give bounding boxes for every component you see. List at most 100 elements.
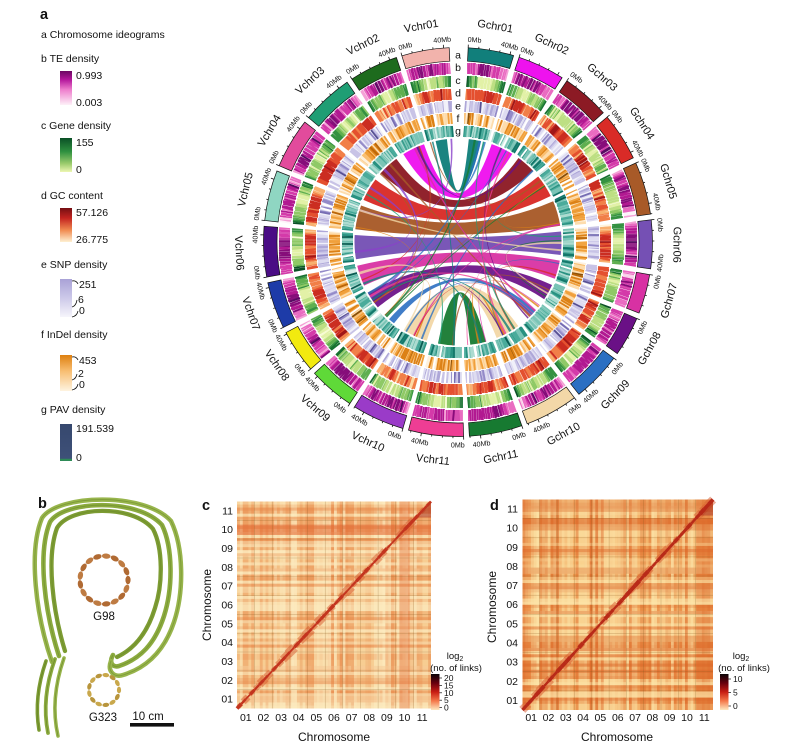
svg-text:11: 11 <box>222 505 233 517</box>
svg-text:log2: log2 <box>447 651 464 663</box>
svg-text:03: 03 <box>560 712 572 724</box>
svg-text:05: 05 <box>221 618 233 630</box>
svg-text:08: 08 <box>647 712 659 724</box>
svg-text:06: 06 <box>328 712 340 724</box>
svg-text:d GC content: d GC content <box>41 190 103 202</box>
svg-text:02: 02 <box>506 676 518 688</box>
svg-text:20: 20 <box>444 673 454 683</box>
svg-text:Chromosome: Chromosome <box>200 569 214 641</box>
svg-text:01: 01 <box>240 712 252 724</box>
svg-text:40Mb: 40Mb <box>472 439 491 449</box>
svg-text:10: 10 <box>221 524 233 536</box>
svg-text:0Mb: 0Mb <box>398 41 413 52</box>
svg-text:40Mb: 40Mb <box>410 436 429 447</box>
svg-text:06: 06 <box>221 600 233 612</box>
svg-text:08: 08 <box>506 561 518 573</box>
svg-text:01: 01 <box>221 694 233 706</box>
svg-text:04: 04 <box>506 638 518 650</box>
svg-text:06: 06 <box>612 712 624 724</box>
svg-text:0Mb: 0Mb <box>511 430 527 442</box>
svg-text:10: 10 <box>506 523 518 535</box>
svg-text:Chromosome: Chromosome <box>485 571 499 643</box>
svg-text:453: 453 <box>79 355 97 367</box>
svg-text:a: a <box>455 50 461 62</box>
svg-text:02: 02 <box>221 675 233 687</box>
svg-text:04: 04 <box>293 712 305 724</box>
svg-text:c: c <box>455 75 460 87</box>
svg-text:5: 5 <box>733 688 738 698</box>
svg-text:d: d <box>490 498 499 514</box>
svg-text:07: 07 <box>221 581 233 593</box>
svg-text:0Mb: 0Mb <box>253 206 263 221</box>
svg-text:11: 11 <box>507 504 518 516</box>
svg-text:Vchr06: Vchr06 <box>232 235 246 270</box>
svg-text:40Mb: 40Mb <box>656 254 666 273</box>
svg-text:09: 09 <box>506 542 518 554</box>
svg-text:40Mb: 40Mb <box>433 36 451 45</box>
svg-text:09: 09 <box>381 712 393 724</box>
svg-text:07: 07 <box>506 580 518 592</box>
svg-text:0: 0 <box>76 452 82 464</box>
svg-text:0: 0 <box>733 701 738 711</box>
svg-text:0: 0 <box>79 305 85 317</box>
svg-text:0: 0 <box>76 164 82 176</box>
svg-text:10: 10 <box>733 674 743 684</box>
svg-text:g PAV density: g PAV density <box>41 404 106 416</box>
svg-text:0Mb: 0Mb <box>252 265 262 280</box>
svg-text:191.539: 191.539 <box>76 423 114 435</box>
svg-text:03: 03 <box>506 657 518 669</box>
svg-text:g: g <box>455 126 461 138</box>
svg-text:57.126: 57.126 <box>76 207 108 219</box>
svg-text:Vchr01: Vchr01 <box>403 18 439 36</box>
svg-text:04: 04 <box>221 637 233 649</box>
svg-text:Chromosome: Chromosome <box>298 730 370 744</box>
svg-text:40Mb: 40Mb <box>251 226 260 244</box>
svg-text:01: 01 <box>506 695 518 707</box>
svg-text:0: 0 <box>444 703 449 713</box>
svg-text:b: b <box>38 496 47 512</box>
svg-text:15: 15 <box>444 680 454 690</box>
svg-text:08: 08 <box>363 712 375 724</box>
svg-text:10 cm: 10 cm <box>132 711 163 723</box>
svg-text:10: 10 <box>444 688 454 698</box>
svg-text:03: 03 <box>221 656 233 668</box>
svg-text:b: b <box>455 62 461 74</box>
svg-text:04: 04 <box>577 712 589 724</box>
svg-text:0Mb: 0Mb <box>655 218 664 232</box>
svg-text:40Mb: 40Mb <box>651 192 662 211</box>
svg-text:b TE density: b TE density <box>41 53 100 65</box>
svg-text:155: 155 <box>76 137 94 149</box>
svg-text:09: 09 <box>664 712 676 724</box>
svg-text:09: 09 <box>221 543 233 555</box>
svg-text:6: 6 <box>78 294 84 306</box>
svg-text:(no. of links): (no. of links) <box>718 663 770 674</box>
svg-text:02: 02 <box>543 712 555 724</box>
svg-text:251: 251 <box>79 279 97 291</box>
svg-text:5: 5 <box>444 695 449 705</box>
svg-text:0Mb: 0Mb <box>467 36 481 45</box>
svg-text:log2: log2 <box>733 651 750 663</box>
svg-text:11: 11 <box>417 712 428 724</box>
svg-text:01: 01 <box>525 712 537 724</box>
svg-text:G98: G98 <box>93 611 115 623</box>
svg-text:Chromosome: Chromosome <box>581 730 653 744</box>
svg-text:d: d <box>455 88 461 100</box>
svg-text:0Mb: 0Mb <box>652 275 663 290</box>
svg-text:05: 05 <box>595 712 607 724</box>
svg-text:a: a <box>40 7 49 23</box>
svg-text:10: 10 <box>681 712 693 724</box>
svg-text:0.003: 0.003 <box>76 97 102 109</box>
svg-text:e SNP density: e SNP density <box>41 259 108 271</box>
svg-text:0Mb: 0Mb <box>451 442 465 450</box>
svg-text:07: 07 <box>629 712 641 724</box>
svg-text:26.775: 26.775 <box>76 234 108 246</box>
svg-text:06: 06 <box>506 599 518 611</box>
svg-text:Vchr11: Vchr11 <box>415 452 450 468</box>
svg-text:G323: G323 <box>89 712 117 724</box>
svg-text:e: e <box>455 100 461 112</box>
svg-text:05: 05 <box>311 712 323 724</box>
svg-text:Gchr06: Gchr06 <box>670 227 682 263</box>
svg-text:a Chromosome ideograms: a Chromosome ideograms <box>41 29 165 41</box>
svg-text:f: f <box>457 113 460 125</box>
svg-text:2: 2 <box>78 368 84 380</box>
